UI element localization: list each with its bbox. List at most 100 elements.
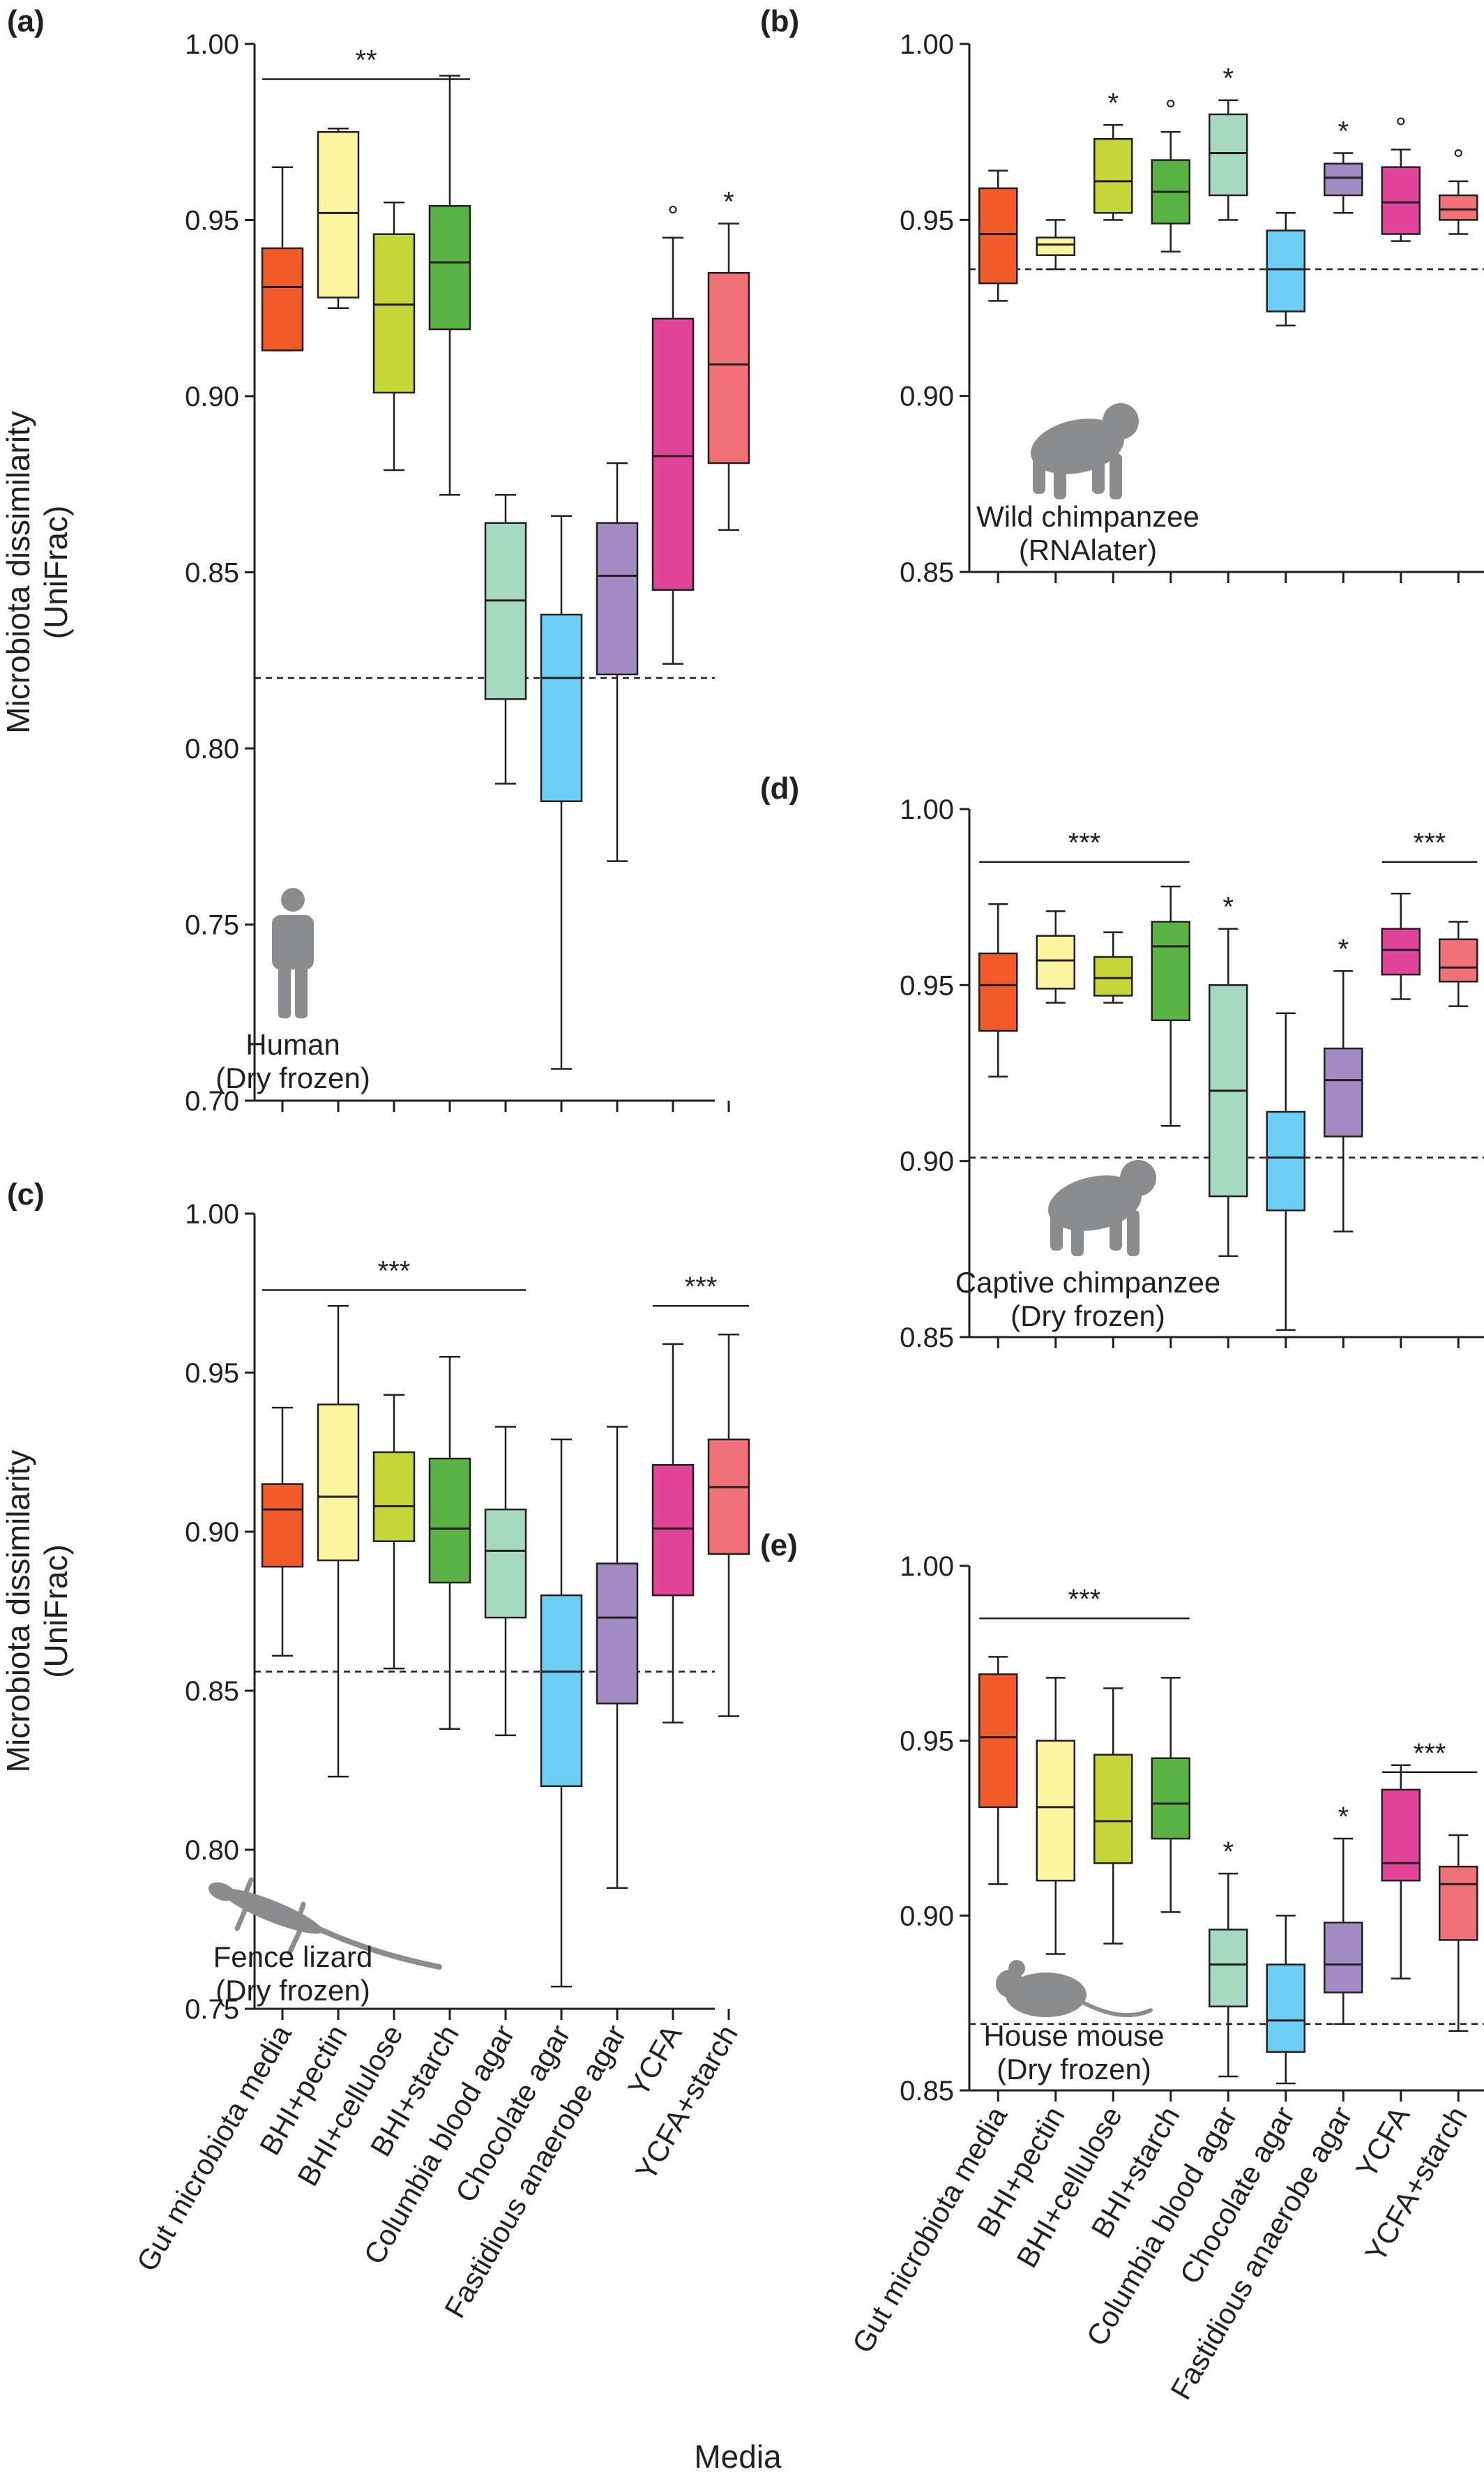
box-iqr bbox=[484, 1508, 527, 1619]
box-iqr bbox=[1151, 921, 1190, 1022]
x-axis-title: Media bbox=[694, 2438, 782, 2475]
box-iqr bbox=[1381, 1788, 1421, 1882]
y-tick-label: 0.95 bbox=[185, 206, 239, 236]
y-axis-title-line: Microbiota dissimilarity bbox=[0, 411, 36, 734]
lizard-icon-leg bbox=[294, 1901, 306, 1928]
y-tick-label: 1.00 bbox=[185, 1199, 239, 1230]
species-label-line: (Dry frozen) bbox=[215, 1974, 370, 2007]
box-8 bbox=[1381, 149, 1421, 242]
species-label-line: Human bbox=[245, 1028, 340, 1061]
significance-mark: ° bbox=[1395, 112, 1407, 143]
y-tick-label: 0.95 bbox=[185, 1358, 239, 1389]
chimpanzee-icon-limb bbox=[1127, 1210, 1140, 1256]
y-tick-label: 1.00 bbox=[185, 29, 239, 60]
box-6 bbox=[1266, 211, 1305, 326]
y-tick-label: 1.00 bbox=[900, 1551, 954, 1582]
box-4 bbox=[1151, 1677, 1190, 1913]
human-icon-head bbox=[281, 888, 305, 912]
panel-d: (d)0.850.900.951.00***** ***Captive chimp… bbox=[760, 771, 1484, 1353]
panel-a: (a) 0.70 0.75 0.80 0.85 0.90 0.95 1.00 Microbiot… bbox=[0, 4, 750, 1117]
significance-mark: * bbox=[1338, 1802, 1349, 1832]
y-tick-label: 0.90 bbox=[900, 382, 954, 412]
box-iqr bbox=[540, 1594, 583, 1788]
box-2 bbox=[1036, 219, 1075, 271]
lizard-icon bbox=[208, 1877, 442, 1970]
species-label: House mouse (Dry frozen) bbox=[983, 2019, 1164, 2086]
y-tick-label: 0.95 bbox=[900, 1726, 954, 1757]
chimpanzee-icon-head bbox=[1103, 403, 1139, 439]
box-4 bbox=[1151, 130, 1190, 253]
species-label: Captive chimpanzee (Dry frozen) bbox=[955, 1266, 1221, 1332]
box-5 bbox=[1209, 1872, 1248, 2078]
species-label-line: (Dry frozen) bbox=[215, 1062, 370, 1094]
species-label-line: Fence lizard bbox=[213, 1940, 373, 1973]
significance-mark: * bbox=[1222, 892, 1234, 923]
box-iqr bbox=[1439, 194, 1478, 221]
significance-mark: ° bbox=[667, 201, 679, 232]
lizard-icon-leg bbox=[287, 1928, 303, 1956]
box-6 bbox=[540, 515, 583, 1070]
significance-bracket-label: *** bbox=[378, 1255, 411, 1286]
box-4 bbox=[1151, 885, 1190, 1127]
box-iqr bbox=[978, 187, 1018, 285]
box-iqr bbox=[1093, 956, 1133, 997]
box-5 bbox=[484, 1426, 527, 1737]
box-iqr bbox=[1324, 163, 1363, 197]
chimpanzee-icon-head bbox=[1120, 1160, 1156, 1196]
significance-bracket-label: *** bbox=[1414, 828, 1446, 859]
panel-e: (e)0.850.900.951.00********House mouse (D… bbox=[760, 1528, 1484, 2405]
box-9 bbox=[707, 223, 750, 531]
chimpanzee-icon-limb bbox=[1071, 1210, 1084, 1256]
box-1 bbox=[261, 1406, 304, 1657]
box-2 bbox=[317, 1304, 360, 1778]
y-tick-label: 0.90 bbox=[900, 1901, 954, 1931]
y-axis-title-line: Microbiota dissimilarity bbox=[0, 1450, 36, 1773]
box-7 bbox=[1324, 970, 1363, 1232]
box-iqr bbox=[1151, 1757, 1190, 1840]
y-axis-title: Microbiota dissimilarity(UniFrac) bbox=[0, 411, 74, 734]
box-iqr bbox=[978, 952, 1018, 1032]
mouse-icon-tail bbox=[1082, 2001, 1153, 2018]
box-7 bbox=[596, 462, 639, 862]
lizard-icon-body bbox=[221, 1888, 323, 1934]
box-2 bbox=[317, 127, 360, 309]
species-label-line: Wild chimpanzee bbox=[976, 500, 1199, 533]
species-label-line: (Dry frozen) bbox=[997, 2053, 1151, 2086]
box-2 bbox=[1036, 1677, 1075, 1955]
box-7 bbox=[1324, 1837, 1363, 2025]
mouse-icon-body bbox=[1006, 1973, 1086, 2017]
chimpanzee-icon bbox=[1031, 403, 1139, 499]
box-iqr bbox=[261, 1483, 304, 1568]
y-tick-label: 0.75 bbox=[185, 910, 239, 941]
box-iqr bbox=[1266, 229, 1305, 312]
box-8 bbox=[1381, 892, 1421, 1000]
significance-bracket-label: *** bbox=[685, 1272, 718, 1302]
box-iqr bbox=[1266, 1963, 1305, 2053]
box-6 bbox=[1266, 1915, 1305, 2085]
human-icon-leg bbox=[295, 963, 308, 1018]
box-3 bbox=[1093, 123, 1133, 221]
box-6 bbox=[1266, 1012, 1305, 1332]
y-axis-title-line: (UniFrac) bbox=[38, 506, 74, 640]
chimpanzee-icon-limb bbox=[1110, 453, 1122, 499]
box-iqr bbox=[707, 1438, 750, 1555]
significance-mark: * bbox=[723, 187, 734, 218]
box-3 bbox=[1093, 1687, 1133, 1945]
lizard-icon-leg bbox=[241, 1877, 254, 1900]
mouse-icon-ear bbox=[1008, 1960, 1025, 1977]
box-iqr bbox=[484, 522, 527, 700]
box-9 bbox=[1439, 1834, 1478, 2033]
box-iqr bbox=[317, 1403, 360, 1562]
box-iqr bbox=[707, 272, 750, 465]
box-9 bbox=[1439, 921, 1478, 1007]
y-tick-label: 0.95 bbox=[900, 970, 954, 1001]
box-7 bbox=[1324, 152, 1363, 214]
box-1 bbox=[261, 166, 304, 352]
significance-mark: * bbox=[1222, 63, 1234, 94]
panel-letter: (c) bbox=[7, 1177, 45, 1212]
box-8 bbox=[651, 1343, 695, 1724]
species-label: Wild chimpanzee (RNAlater) bbox=[976, 500, 1199, 566]
species-label-line: (RNAlater) bbox=[1019, 534, 1157, 566]
box-iqr bbox=[540, 613, 583, 802]
